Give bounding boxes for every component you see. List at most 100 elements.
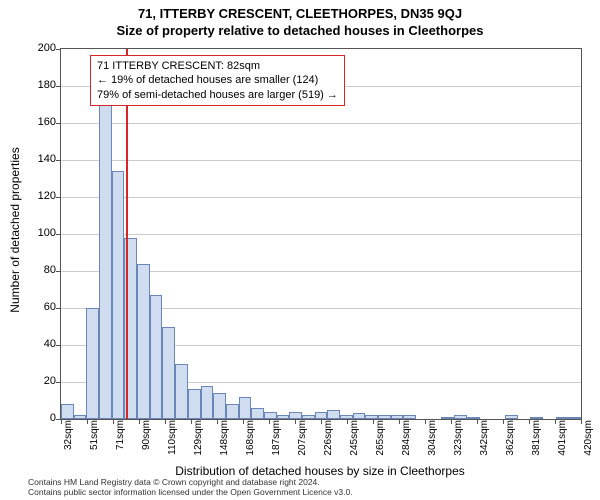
x-tick-mark — [243, 419, 244, 424]
x-tick-label: 110sqm — [167, 420, 178, 470]
grid-line — [61, 160, 581, 161]
x-tick-mark — [295, 419, 296, 424]
histogram-bar — [277, 415, 290, 419]
x-tick-mark — [113, 419, 114, 424]
annotation-line: 71 ITTERBY CRESCENT: 82sqm — [97, 59, 338, 73]
title-main: 71, ITTERBY CRESCENT, CLEETHORPES, DN35 … — [0, 0, 600, 21]
x-tick-mark — [61, 419, 62, 424]
y-tick-label: 140 — [16, 153, 56, 165]
histogram-bar — [289, 412, 302, 419]
histogram-bar — [365, 415, 378, 419]
histogram-bar — [568, 417, 581, 419]
histogram-bar — [353, 413, 366, 419]
histogram-bar — [264, 412, 277, 419]
y-tick-label: 120 — [16, 190, 56, 202]
x-tick-mark — [139, 419, 140, 424]
histogram-bar — [188, 389, 201, 419]
y-tick-mark — [56, 123, 61, 124]
histogram-bar — [162, 327, 175, 420]
y-tick-mark — [56, 382, 61, 383]
x-tick-label: 51sqm — [89, 420, 100, 470]
histogram-bar — [175, 364, 188, 420]
x-tick-label: 226sqm — [323, 420, 334, 470]
histogram-bar — [239, 397, 252, 419]
x-tick-mark — [87, 419, 88, 424]
y-tick-mark — [56, 86, 61, 87]
x-tick-mark — [269, 419, 270, 424]
x-tick-mark — [217, 419, 218, 424]
y-tick-label: 40 — [16, 338, 56, 350]
x-tick-mark — [425, 419, 426, 424]
x-tick-mark — [321, 419, 322, 424]
y-tick-label: 180 — [16, 79, 56, 91]
histogram-bar — [378, 415, 391, 419]
y-tick-label: 100 — [16, 227, 56, 239]
histogram-bar — [226, 404, 239, 419]
histogram-bar — [327, 410, 340, 419]
histogram-bar — [86, 308, 99, 419]
x-axis-label: Distribution of detached houses by size … — [60, 464, 580, 478]
histogram-bar — [137, 264, 150, 419]
y-tick-mark — [56, 308, 61, 309]
footer: Contains HM Land Registry data © Crown c… — [28, 478, 353, 498]
y-tick-label: 80 — [16, 264, 56, 276]
y-tick-label: 60 — [16, 301, 56, 313]
y-tick-mark — [56, 160, 61, 161]
histogram-bar — [99, 90, 112, 419]
title-sub: Size of property relative to detached ho… — [0, 21, 600, 38]
x-tick-mark — [399, 419, 400, 424]
histogram-bar — [530, 417, 543, 419]
x-tick-mark — [165, 419, 166, 424]
x-tick-label: 207sqm — [297, 420, 308, 470]
annotation-box: 71 ITTERBY CRESCENT: 82sqm ← 19% of deta… — [90, 55, 345, 106]
x-tick-label: 90sqm — [141, 420, 152, 470]
histogram-bar — [391, 415, 404, 419]
histogram-bar — [302, 415, 315, 419]
chart-container: 71, ITTERBY CRESCENT, CLEETHORPES, DN35 … — [0, 0, 600, 500]
x-tick-mark — [555, 419, 556, 424]
x-tick-mark — [373, 419, 374, 424]
x-tick-mark — [581, 419, 582, 424]
y-tick-label: 20 — [16, 375, 56, 387]
y-tick-mark — [56, 345, 61, 346]
histogram-bar — [403, 415, 416, 419]
y-tick-mark — [56, 271, 61, 272]
annotation-line: 79% of semi-detached houses are larger (… — [97, 88, 338, 102]
y-tick-mark — [56, 197, 61, 198]
x-tick-mark — [191, 419, 192, 424]
x-tick-label: 323sqm — [453, 420, 464, 470]
x-tick-label: 284sqm — [401, 420, 412, 470]
x-tick-label: 32sqm — [63, 420, 74, 470]
y-tick-mark — [56, 234, 61, 235]
histogram-bar — [201, 386, 214, 419]
x-tick-label: 168sqm — [245, 420, 256, 470]
histogram-bar — [150, 295, 163, 419]
y-tick-label: 0 — [16, 412, 56, 424]
x-tick-label: 342sqm — [479, 420, 490, 470]
x-tick-label: 381sqm — [531, 420, 542, 470]
annotation-line: ← 19% of detached houses are smaller (12… — [97, 73, 338, 87]
x-tick-label: 148sqm — [219, 420, 230, 470]
x-tick-mark — [503, 419, 504, 424]
histogram-bar — [213, 393, 226, 419]
y-tick-mark — [56, 49, 61, 50]
histogram-bar — [251, 408, 264, 419]
x-tick-mark — [477, 419, 478, 424]
histogram-bar — [315, 412, 328, 419]
histogram-bar — [61, 404, 74, 419]
x-tick-label: 71sqm — [115, 420, 126, 470]
x-tick-mark — [529, 419, 530, 424]
grid-line — [61, 197, 581, 198]
y-tick-label: 160 — [16, 116, 56, 128]
x-tick-mark — [451, 419, 452, 424]
histogram-bar — [454, 415, 467, 419]
histogram-bar — [74, 415, 87, 419]
histogram-bar — [505, 415, 518, 419]
footer-line: Contains public sector information licen… — [28, 488, 353, 498]
x-tick-label: 304sqm — [427, 420, 438, 470]
histogram-bar — [112, 171, 125, 419]
x-tick-label: 420sqm — [583, 420, 594, 470]
grid-line — [61, 123, 581, 124]
histogram-bar — [556, 417, 569, 419]
x-tick-label: 129sqm — [193, 420, 204, 470]
